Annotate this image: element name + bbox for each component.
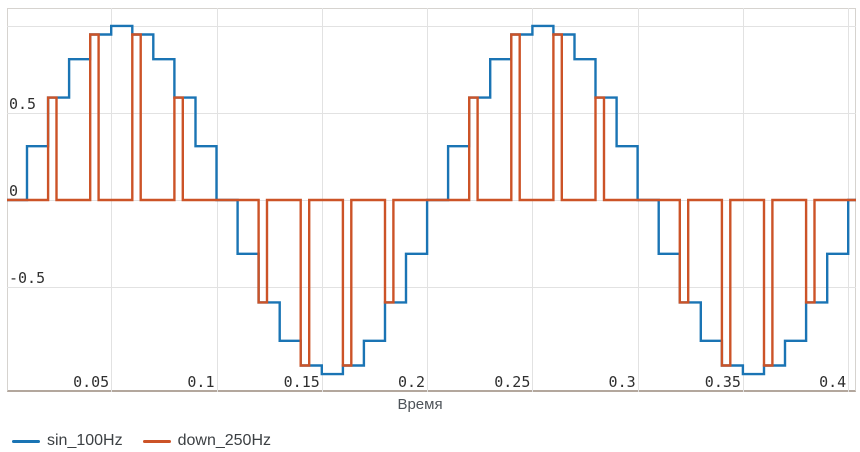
- x-tick-label-0.25: 0.25: [494, 373, 531, 391]
- legend-item-down_250Hz[interactable]: down_250Hz: [142, 431, 272, 451]
- x-tick-label-0.35: 0.35: [704, 373, 741, 391]
- y-tick-label--0.5: -0.5: [9, 269, 46, 288]
- x-tick-label-0.1: 0.1: [187, 373, 215, 391]
- legend-item-sin_100Hz[interactable]: sin_100Hz: [12, 431, 123, 451]
- series-line-down_250Hz[interactable]: [7, 33, 856, 367]
- x-tick-label-0.2: 0.2: [397, 373, 426, 391]
- x-tick-label-0.4: 0.4: [819, 373, 847, 391]
- x-tick-label-0.3: 0.3: [608, 373, 636, 391]
- y-tick-label-0.5: 0.5: [9, 94, 37, 113]
- legend-swatch-down_250Hz: [142, 439, 171, 443]
- legend: sin_100Hz down_250Hz: [12, 431, 291, 451]
- x-tick-label-0.15: 0.15: [283, 373, 320, 391]
- y-tick-label-0: 0: [9, 182, 19, 200]
- x-axis-title: Время: [397, 396, 443, 413]
- legend-swatch-sin_100Hz: [12, 439, 40, 443]
- legend-label-down_250Hz: down_250Hz: [177, 432, 272, 449]
- legend-label-sin_100Hz: sin_100Hz: [47, 432, 123, 449]
- x-tick-label-0.05: 0.05: [73, 373, 110, 391]
